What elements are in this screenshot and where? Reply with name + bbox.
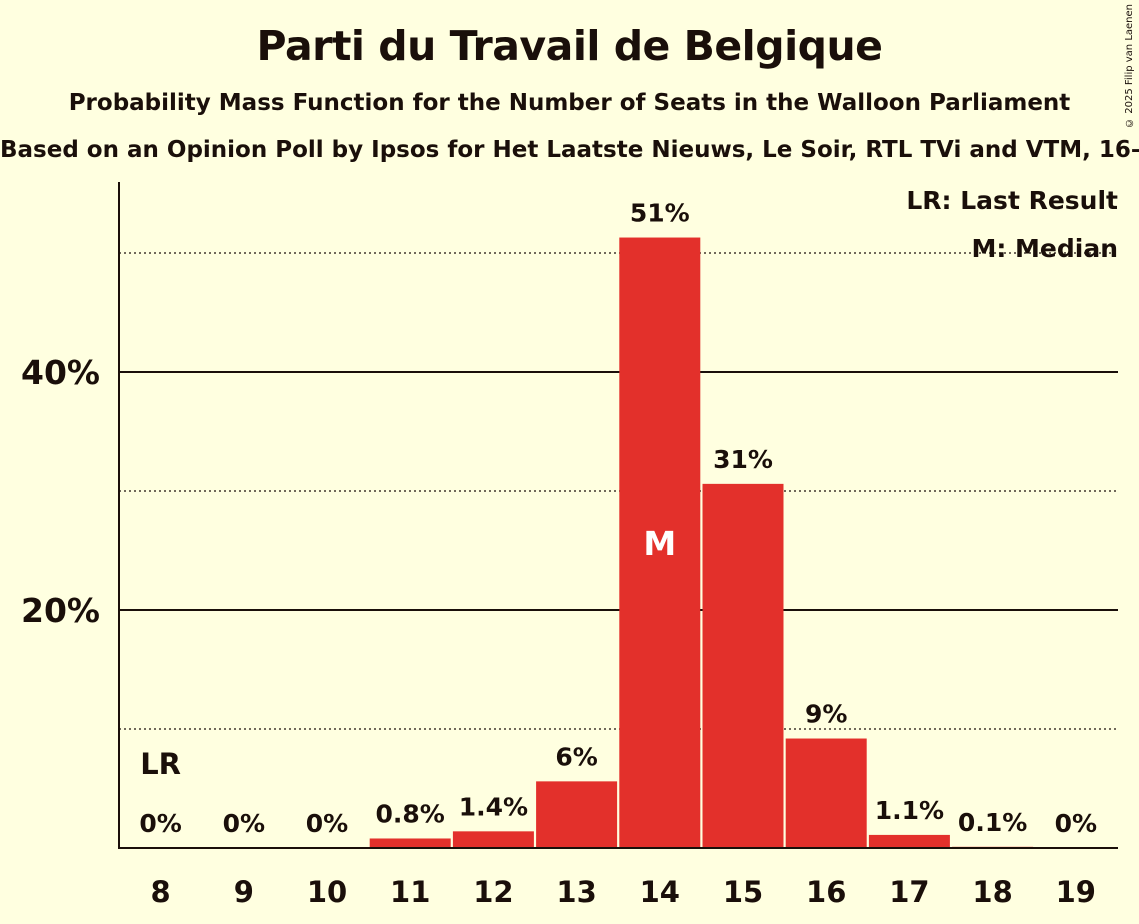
chart-title: Parti du Travail de Belgique bbox=[256, 22, 883, 70]
chart-source: Based on an Opinion Poll by Ipsos for He… bbox=[0, 137, 1139, 163]
bar-seat-13 bbox=[536, 781, 618, 848]
x-tick-label-11: 11 bbox=[390, 875, 430, 909]
x-tick-label-12: 12 bbox=[473, 875, 513, 909]
last-result-marker: LR bbox=[140, 747, 181, 781]
bar-value-label-14: 51% bbox=[630, 199, 690, 228]
y-tick-label-20: 20% bbox=[21, 591, 100, 630]
bar-value-label-13: 6% bbox=[555, 742, 597, 771]
legend-entry-median: M: Median bbox=[971, 234, 1118, 263]
bar-seat-11 bbox=[369, 838, 451, 848]
x-tick-label-13: 13 bbox=[556, 875, 596, 909]
x-tick-label-18: 18 bbox=[972, 875, 1012, 909]
bar-seat-14 bbox=[619, 237, 701, 848]
x-tick-label-19: 19 bbox=[1056, 875, 1096, 909]
bar-value-label-9: 0% bbox=[223, 809, 265, 838]
x-tick-label-10: 10 bbox=[307, 875, 347, 909]
chart-subtitle: Probability Mass Function for the Number… bbox=[68, 90, 1071, 116]
legend-entry-last-result: LR: Last Result bbox=[906, 186, 1118, 215]
x-tick-label-8: 8 bbox=[151, 875, 171, 909]
bar-value-label-17: 1.1% bbox=[875, 796, 944, 825]
bar-seat-17 bbox=[868, 834, 950, 848]
bar-value-label-19: 0% bbox=[1055, 809, 1097, 838]
bar-value-label-16: 9% bbox=[805, 700, 847, 729]
bar-seat-12 bbox=[452, 831, 534, 848]
x-tick-label-16: 16 bbox=[806, 875, 846, 909]
bar-value-label-11: 0.8% bbox=[376, 799, 445, 828]
median-marker: M bbox=[643, 524, 676, 563]
bar-value-label-15: 31% bbox=[713, 445, 773, 474]
x-tick-label-15: 15 bbox=[723, 875, 763, 909]
bar-value-label-8: 0% bbox=[139, 809, 181, 838]
bar-seat-15 bbox=[702, 483, 784, 848]
y-tick-label-40: 40% bbox=[21, 353, 100, 392]
bar-value-label-12: 1.4% bbox=[459, 792, 528, 821]
x-tick-label-9: 9 bbox=[234, 875, 254, 909]
bar-seat-16 bbox=[785, 738, 867, 848]
bar-value-label-18: 0.1% bbox=[958, 808, 1027, 837]
x-tick-label-17: 17 bbox=[889, 875, 929, 909]
x-tick-label-14: 14 bbox=[640, 875, 680, 909]
bar-value-label-10: 0% bbox=[306, 809, 348, 838]
